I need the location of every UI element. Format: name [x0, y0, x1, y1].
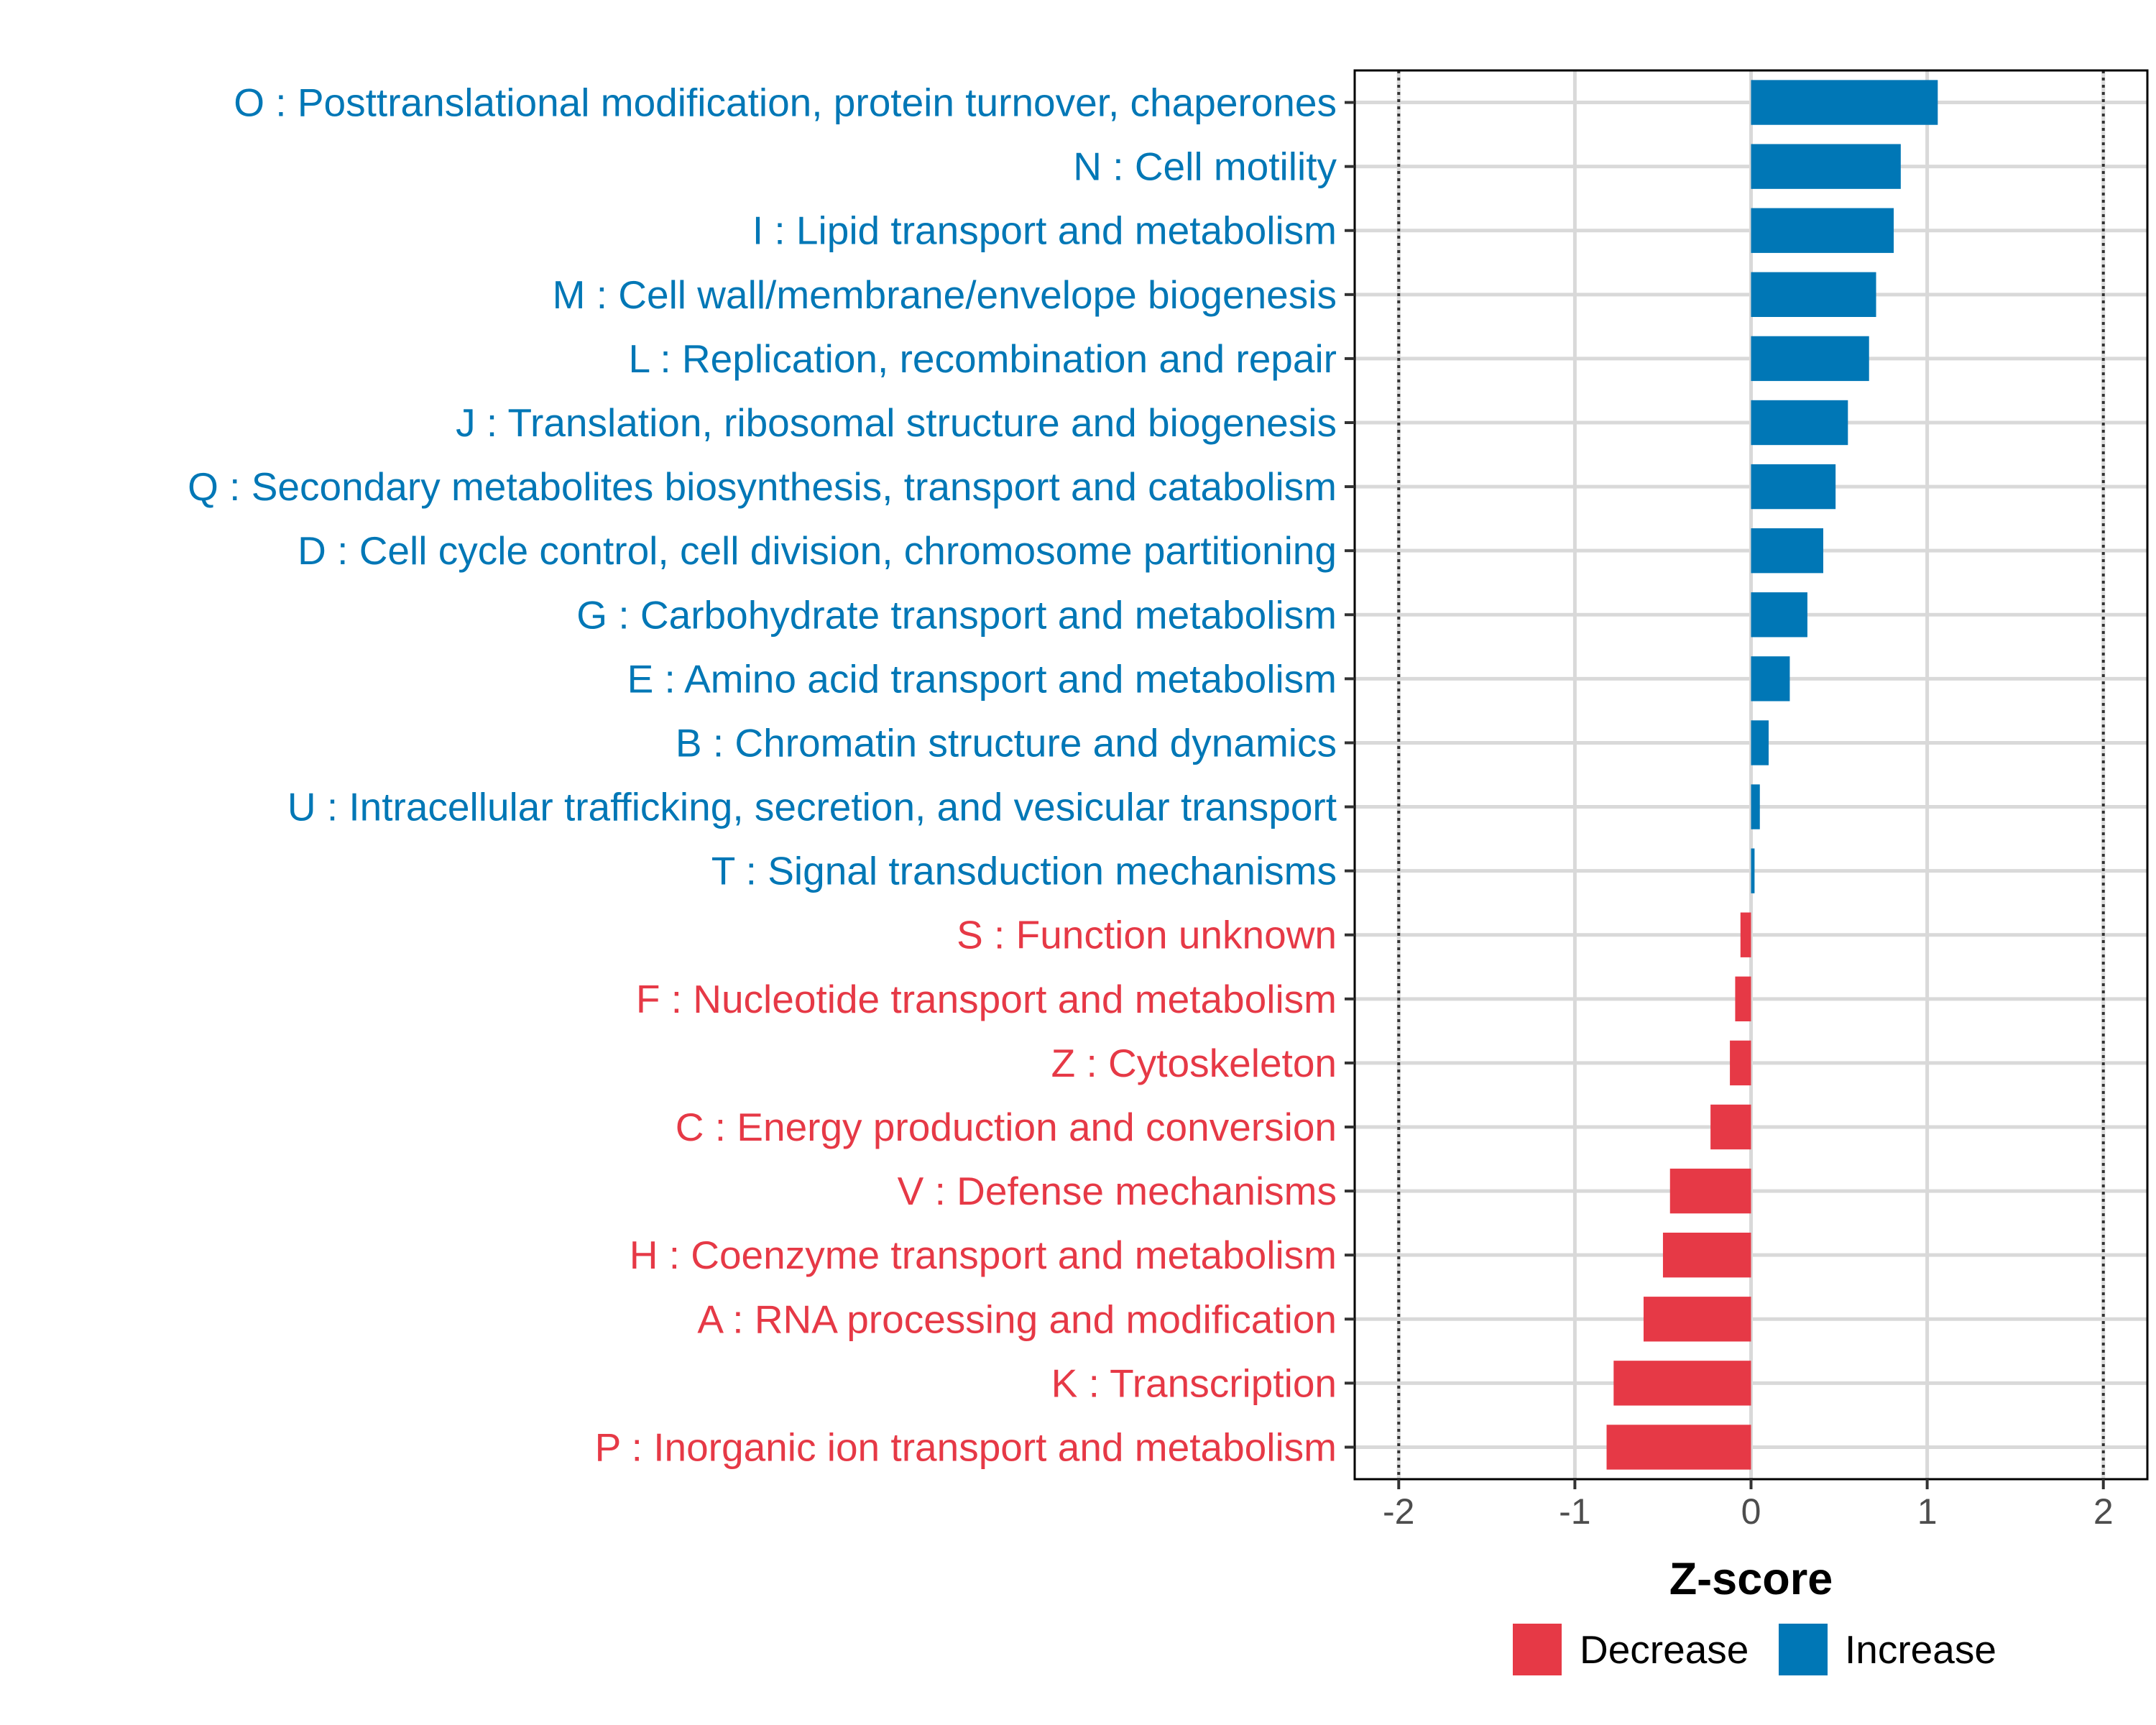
y-axis-ticks	[1345, 101, 1355, 1449]
bar-u	[1751, 784, 1760, 829]
category-label: J : Translation, ribosomal structure and…	[456, 400, 1337, 445]
category-label: G : Carbohydrate transport and metabolis…	[576, 592, 1337, 637]
category-label: S : Function unknown	[957, 913, 1337, 957]
bar-d	[1751, 528, 1823, 574]
category-label: K : Transcription	[1051, 1361, 1337, 1405]
category-label: L : Replication, recombination and repai…	[629, 336, 1337, 381]
category-label: U : Intracellular trafficking, secretion…	[287, 785, 1337, 829]
category-label: N : Cell motility	[1073, 144, 1337, 189]
bar-p	[1606, 1425, 1751, 1470]
x-tick-label: 0	[1741, 1491, 1761, 1532]
category-label: P : Inorganic ion transport and metaboli…	[595, 1425, 1337, 1469]
x-tick-label: 2	[2093, 1491, 2114, 1532]
bar-k	[1613, 1361, 1751, 1406]
x-tick-label: 1	[1917, 1491, 1938, 1532]
y-axis-category-labels: O : Posttranslational modification, prot…	[188, 80, 1337, 1470]
category-label: I : Lipid transport and metabolism	[752, 208, 1337, 253]
x-axis-title: Z-score	[1669, 1554, 1833, 1604]
category-label: H : Coenzyme transport and metabolism	[630, 1233, 1337, 1277]
bar-a	[1643, 1297, 1751, 1342]
legend-label-decrease: Decrease	[1580, 1627, 1749, 1672]
category-label: E : Amino acid transport and metabolism	[627, 656, 1337, 701]
bar-j	[1751, 400, 1848, 446]
bar-e	[1751, 656, 1790, 702]
bar-g	[1751, 592, 1807, 638]
bar-o	[1751, 80, 1938, 125]
x-tick-label: -1	[1559, 1491, 1590, 1532]
bar-s	[1740, 912, 1751, 957]
x-axis-ticks: -2 -1 0 1 2	[1383, 1479, 2114, 1532]
category-label: A : RNA processing and modification	[697, 1297, 1337, 1341]
legend-swatch-increase	[1779, 1624, 1828, 1675]
bars-layer	[1606, 80, 1938, 1470]
legend-swatch-decrease	[1513, 1624, 1562, 1675]
bar-c	[1710, 1104, 1751, 1150]
x-tick-label: -2	[1383, 1491, 1414, 1532]
bar-b	[1751, 720, 1769, 765]
bar-n	[1751, 144, 1901, 189]
category-label: Q : Secondary metabolites biosynthesis, …	[188, 464, 1337, 509]
bar-t	[1751, 848, 1755, 893]
bar-l	[1751, 336, 1869, 382]
category-label: C : Energy production and conversion	[676, 1105, 1337, 1149]
bar-i	[1751, 208, 1894, 253]
bar-z	[1730, 1040, 1751, 1086]
bar-m	[1751, 272, 1876, 317]
legend-label-increase: Increase	[1845, 1627, 1996, 1672]
category-label: T : Signal transduction mechanisms	[711, 849, 1337, 893]
bar-h	[1662, 1233, 1751, 1278]
category-label: O : Posttranslational modification, prot…	[234, 80, 1337, 125]
bar-f	[1735, 976, 1751, 1021]
bar-v	[1669, 1168, 1751, 1214]
category-label: M : Cell wall/membrane/envelope biogenes…	[553, 272, 1337, 317]
legend: Decrease Increase	[1513, 1624, 1996, 1675]
category-label: B : Chromatin structure and dynamics	[676, 720, 1337, 765]
category-label: V : Defense mechanisms	[898, 1169, 1337, 1213]
category-label: F : Nucleotide transport and metabolism	[636, 977, 1337, 1021]
bar-q	[1751, 464, 1836, 510]
category-label: Z : Cytoskeleton	[1051, 1041, 1337, 1085]
category-label: D : Cell cycle control, cell division, c…	[298, 528, 1337, 573]
